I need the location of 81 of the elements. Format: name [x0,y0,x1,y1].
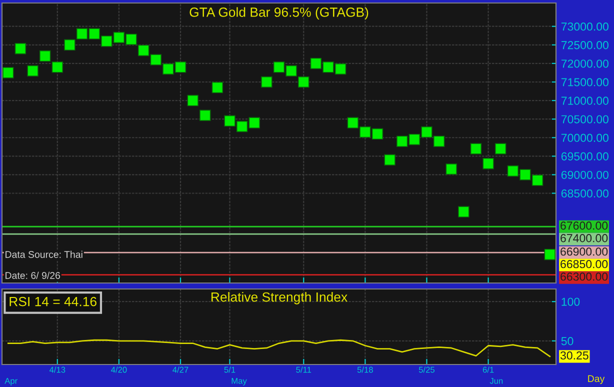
annotation: Date: 6/ 9/26 [6,272,60,279]
x-tick-label: 5/1 [224,366,236,373]
x-tick-label: 4/20 [111,366,127,373]
point [187,94,198,106]
point [52,62,64,73]
point [212,82,224,94]
point [14,42,26,54]
ref-line-label: 66900.00 [560,248,608,256]
y-tick-label: 69000.00 [561,170,608,179]
data-label: 66850.00 [560,260,608,268]
point [113,32,125,44]
point [162,63,174,75]
point [507,165,519,177]
y-tick-label: 72000.00 [561,60,608,68]
point [446,164,457,175]
point [76,28,88,40]
x-tick-label: 4/13 [49,366,66,373]
x-tick-label: 5/25 [418,366,434,373]
y-tick-label: 70000.00 [561,134,608,142]
point [88,28,100,40]
y-tick-label: 70500.00 [561,115,608,124]
point [360,126,371,138]
point [310,58,322,70]
chart-title: GTA Gold Bar 96.5% (GTAGB) [190,7,368,20]
ref-line-label: 66300.00 [560,272,608,281]
point [482,158,494,170]
point [470,143,482,154]
point [2,67,14,78]
point [64,39,76,51]
point [286,65,297,76]
point [372,128,384,140]
text: Apr [4,378,18,386]
annotation: RSI 14 = 44.16 [10,296,96,306]
chart-title: Relative Strength Index [212,292,348,304]
point [458,206,470,218]
point [126,34,137,45]
point [224,115,236,127]
point [248,117,260,128]
data-label: 30.25 [560,351,588,360]
line-series [7,339,551,358]
point [384,154,396,166]
point [298,76,310,88]
point [544,248,556,260]
point [494,143,506,154]
text: Jun [490,378,503,384]
point [273,62,285,73]
point [39,50,51,62]
point [408,134,420,146]
point [174,62,186,73]
point [150,54,162,66]
point [236,120,248,132]
y-tick-label: 73000.00 [561,22,608,31]
point [334,63,346,75]
point [520,169,531,180]
point [261,76,272,88]
point [347,117,358,128]
y-tick-label: 50 [561,337,574,346]
point [27,65,38,76]
y-tick-label: 71500.00 [561,78,608,86]
x-tick-label: 5/18 [357,366,373,373]
x-tick-label: 6/1 [482,366,494,373]
point [433,136,445,147]
text: Day [588,375,605,384]
point [532,174,544,186]
annotation: Data Source: Thai [6,250,82,258]
y-tick-label: 71000.00 [561,96,608,105]
x-tick-label: 4/27 [172,366,188,373]
point [101,36,112,47]
point [396,136,408,147]
ref-line-label: 67600.00 [560,222,608,230]
point [138,44,150,56]
point [200,110,211,121]
point [322,62,334,73]
y-tick-label: 72500.00 [561,41,608,50]
y-tick-label: 68500.00 [561,189,608,198]
point [421,126,432,138]
y-tick-label: 100 [562,298,580,306]
x-tick-label: 5/11 [296,366,312,373]
y-tick-label: 69500.00 [561,152,608,160]
ref-line-label: 67400.00 [560,234,608,242]
text: May [232,378,247,386]
